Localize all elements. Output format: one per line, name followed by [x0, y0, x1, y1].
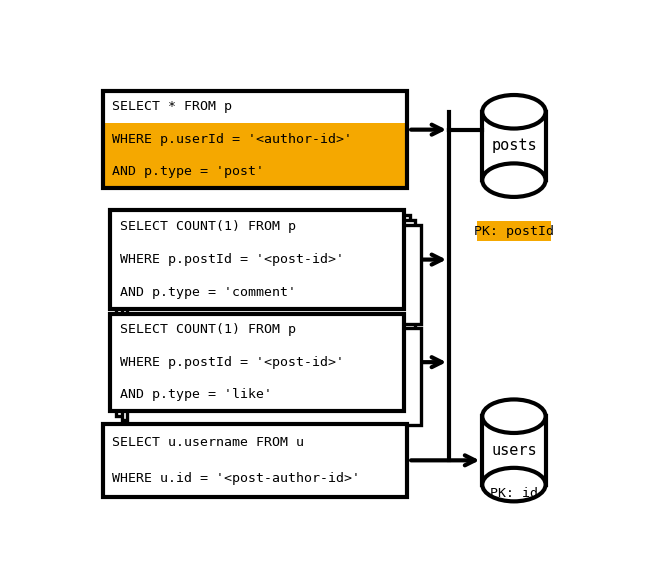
Bar — [127, 328, 421, 425]
Bar — [111, 313, 404, 411]
Text: SELECT u.username FROM u: SELECT u.username FROM u — [112, 435, 304, 449]
Bar — [116, 215, 410, 314]
Bar — [127, 225, 421, 324]
Text: AND p.type = 'comment': AND p.type = 'comment' — [120, 286, 296, 299]
Text: PK: postId: PK: postId — [474, 225, 554, 238]
Bar — [122, 219, 415, 319]
Text: PK: id: PK: id — [490, 486, 538, 500]
Bar — [103, 424, 407, 497]
Text: users: users — [491, 443, 536, 458]
Ellipse shape — [482, 95, 546, 128]
Ellipse shape — [482, 163, 546, 197]
Text: WHERE p.userId = '<author-id>': WHERE p.userId = '<author-id>' — [112, 133, 352, 146]
Ellipse shape — [482, 399, 546, 433]
Bar — [482, 416, 546, 485]
Text: SELECT * FROM p: SELECT * FROM p — [112, 100, 232, 113]
Bar — [111, 210, 404, 309]
Text: posts: posts — [491, 139, 536, 154]
Bar — [122, 323, 415, 421]
Text: WHERE p.postId = '<post-id>': WHERE p.postId = '<post-id>' — [120, 356, 343, 368]
Bar — [103, 91, 407, 188]
Text: WHERE u.id = '<post-author-id>': WHERE u.id = '<post-author-id>' — [112, 472, 360, 485]
Ellipse shape — [482, 468, 546, 501]
Bar — [103, 91, 407, 188]
Bar — [116, 319, 410, 415]
Bar — [477, 221, 551, 241]
Text: SELECT COUNT(1) FROM p: SELECT COUNT(1) FROM p — [120, 323, 296, 336]
Bar — [103, 424, 407, 497]
Bar — [103, 155, 407, 188]
Bar — [111, 313, 404, 411]
Bar — [482, 112, 546, 180]
Text: AND p.type = 'post': AND p.type = 'post' — [112, 165, 264, 178]
Bar — [103, 123, 407, 155]
Text: WHERE p.postId = '<post-id>': WHERE p.postId = '<post-id>' — [120, 253, 343, 266]
Text: AND p.type = 'like': AND p.type = 'like' — [120, 388, 272, 401]
Bar — [111, 210, 404, 309]
Text: SELECT COUNT(1) FROM p: SELECT COUNT(1) FROM p — [120, 220, 296, 233]
